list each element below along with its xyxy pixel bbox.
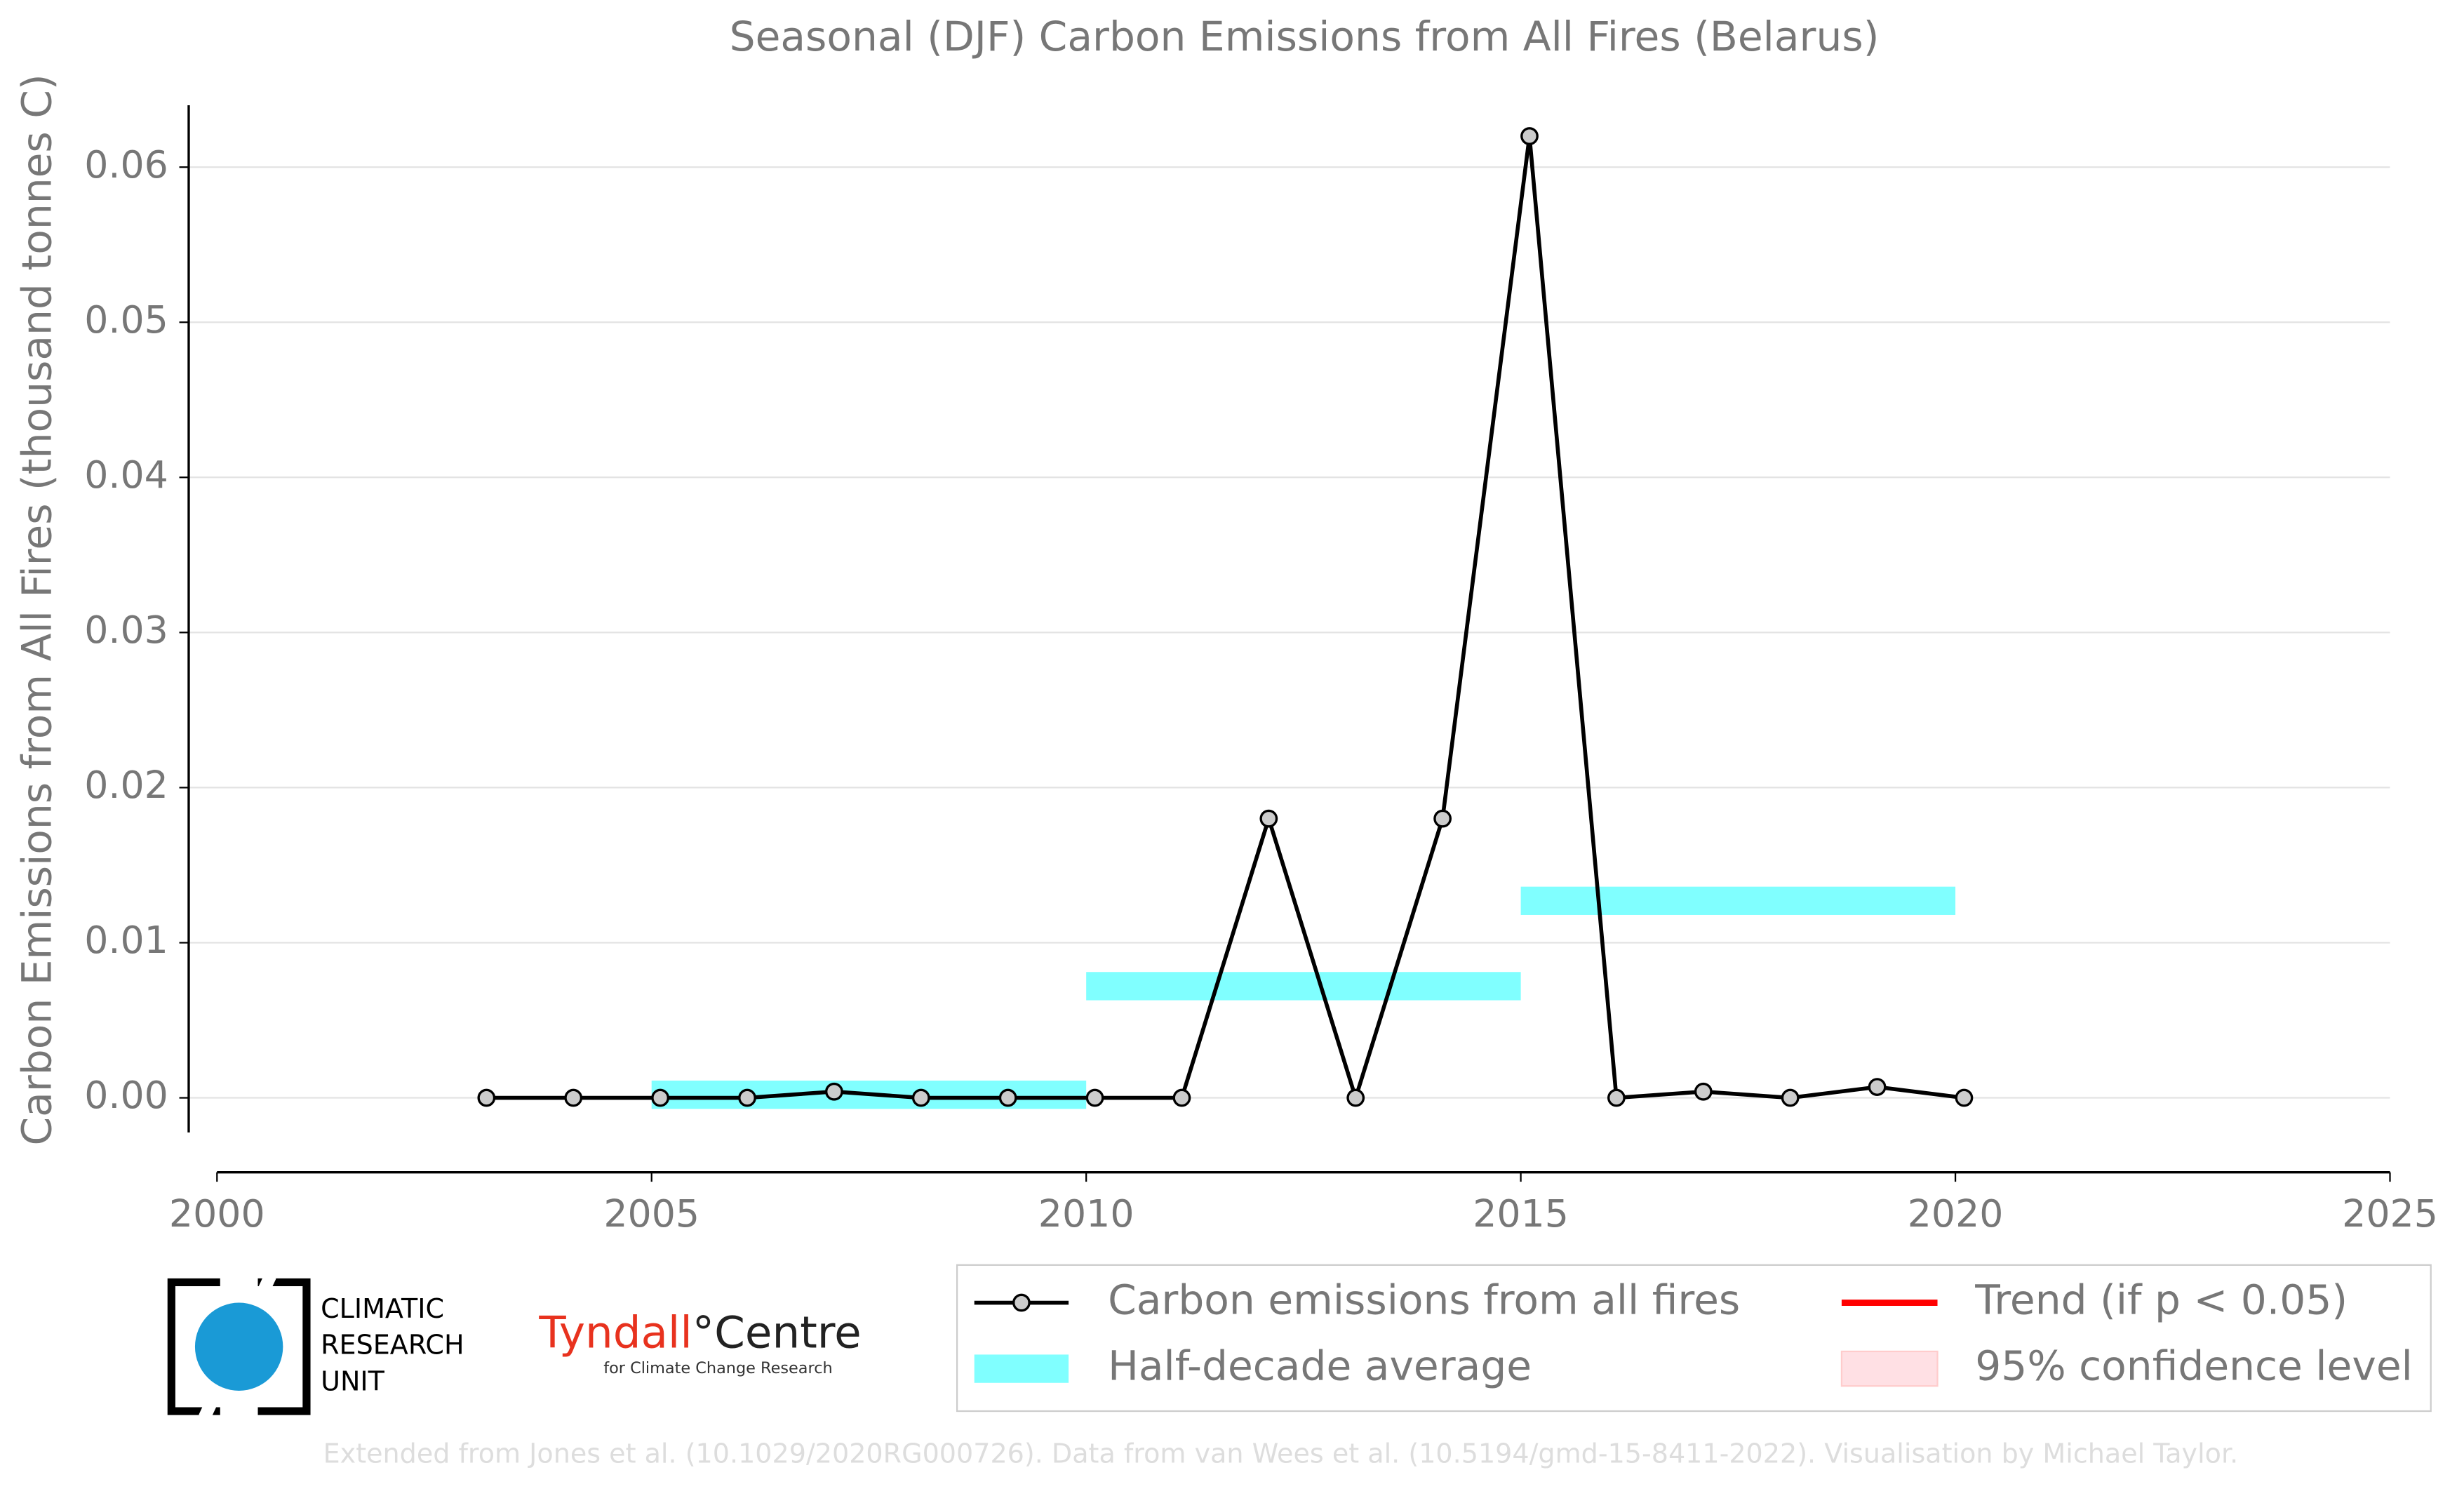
legend-marker: [1012, 1293, 1031, 1312]
tyndall-logo: Tyndall°Centre: [538, 1307, 861, 1358]
y-tick-label: 0.00: [84, 1073, 168, 1117]
data-point: [1085, 1088, 1104, 1107]
y-tick-label: 0.04: [84, 453, 168, 497]
cru-frame: [167, 1278, 311, 1415]
cru-text: RESEARCH: [321, 1330, 464, 1361]
x-tick-label: 2025: [2342, 1191, 2438, 1236]
y-tick-label: 0.03: [84, 608, 168, 652]
cru-logo: CLIMATIC RESEARCH UNIT: [167, 1273, 464, 1420]
legend-swatch: [974, 1354, 1069, 1383]
x-tick-label: 2010: [1038, 1191, 1134, 1236]
legend-label: Half-decade average: [1108, 1342, 1532, 1390]
data-point: [1607, 1088, 1626, 1107]
data-point: [564, 1088, 583, 1107]
x-tick-label: 2015: [1473, 1191, 1569, 1236]
data-point: [998, 1088, 1017, 1107]
data-point: [1955, 1088, 1974, 1107]
data-point: [825, 1082, 843, 1101]
legend-box: [956, 1264, 2432, 1412]
cru-text: CLIMATIC: [321, 1293, 444, 1324]
data-point: [1694, 1082, 1713, 1101]
cru-globe: [194, 1302, 283, 1391]
legend-label: Carbon emissions from all fires: [1108, 1276, 1740, 1324]
data-line: [486, 135, 1964, 1104]
legend-label: 95% confidence level: [1975, 1342, 2413, 1390]
x-tick-label: 2005: [603, 1191, 699, 1236]
data-point: [1520, 127, 1539, 145]
y-axis-label: Carbon Emissions from All Fires (thousan…: [13, 74, 60, 1145]
data-point: [477, 1088, 496, 1107]
tyndall-sub: for Climate Change Research: [603, 1359, 833, 1377]
x-tick-label: 2020: [1908, 1191, 2004, 1236]
footer: Extended from Jones et al. (10.1029/2020…: [323, 1438, 2239, 1469]
data-point: [651, 1088, 669, 1107]
y-tick-label: 0.06: [84, 142, 168, 187]
y-tick-label: 0.02: [84, 763, 168, 807]
y-tick-label: 0.01: [84, 918, 168, 962]
chart-title: Seasonal (DJF) Carbon Emissions from All…: [730, 13, 1880, 60]
tyndall-word: Tyndall: [538, 1307, 692, 1358]
data-point: [1259, 809, 1278, 828]
data-point: [911, 1088, 930, 1107]
legend-label: Trend (if p < 0.05): [1974, 1276, 2348, 1324]
cru-text: UNIT: [321, 1365, 385, 1396]
data-point: [1346, 1088, 1365, 1107]
data-point: [1172, 1088, 1191, 1107]
y-tick-label: 0.05: [84, 298, 168, 342]
legend-swatch: [1840, 1350, 1939, 1387]
data-point: [1433, 809, 1452, 828]
data-point: [1781, 1088, 1800, 1107]
x-tick-label: 2000: [169, 1191, 265, 1236]
centre-word: °Centre: [692, 1307, 862, 1358]
data-point: [1868, 1078, 1887, 1096]
half-decade-bar: [1520, 886, 1956, 915]
data-point: [738, 1088, 756, 1107]
half-decade-bar: [1086, 972, 1521, 1001]
